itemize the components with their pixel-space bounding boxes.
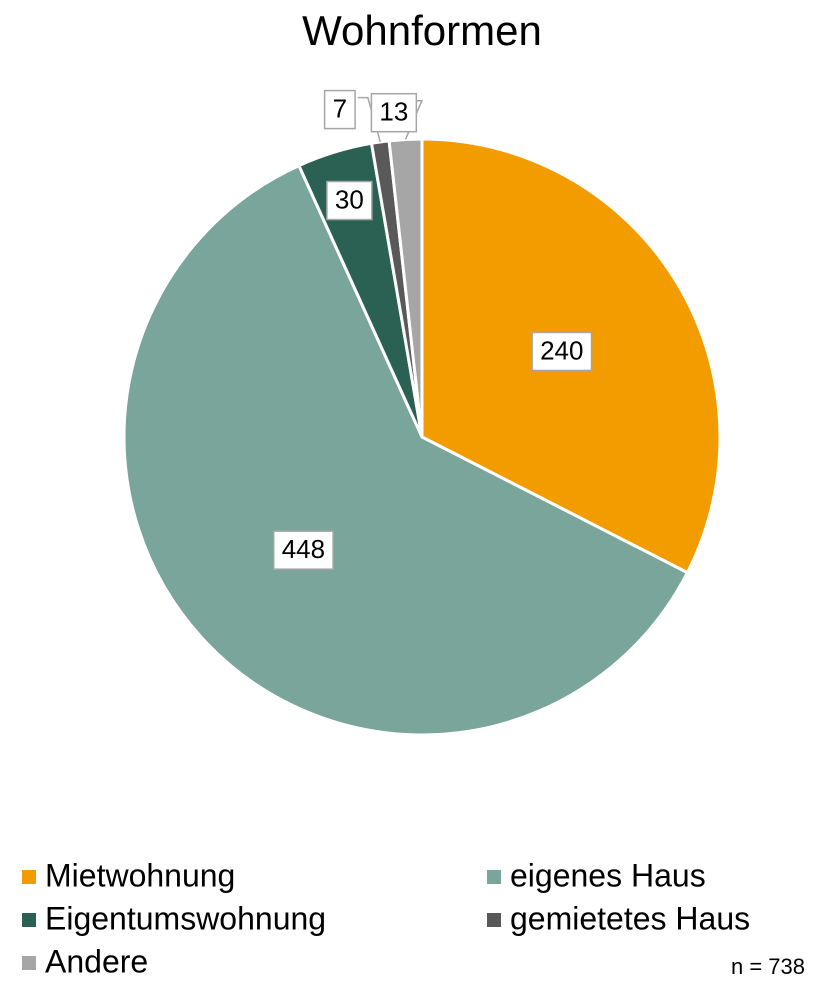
data-label-box xyxy=(326,180,373,221)
legend-label: Mietwohnung xyxy=(45,857,235,893)
legend-swatch xyxy=(487,870,501,884)
data-label: 7 xyxy=(333,93,347,123)
annotation: n = 738 xyxy=(731,954,805,979)
data-label-box xyxy=(323,89,356,130)
pie-slice xyxy=(122,163,690,737)
data-label: 448 xyxy=(282,534,325,564)
legend-swatch xyxy=(22,870,36,884)
data-label: 240 xyxy=(540,335,583,365)
legend-swatch xyxy=(22,913,36,927)
data-label: 13 xyxy=(379,97,408,127)
data-label-box xyxy=(370,92,418,133)
legend-label: eigenes Haus xyxy=(510,857,706,893)
legend-swatch xyxy=(487,913,501,927)
legend-label: Eigentumswohnung xyxy=(45,900,326,936)
data-label-box xyxy=(531,331,593,372)
legend-swatch xyxy=(22,956,36,970)
data-label: 30 xyxy=(335,184,364,214)
legend-label: Andere xyxy=(45,943,148,979)
data-label-box xyxy=(272,530,334,570)
legend-label: gemietetes Haus xyxy=(510,900,750,936)
chart-title: Wohnformen xyxy=(302,7,542,54)
